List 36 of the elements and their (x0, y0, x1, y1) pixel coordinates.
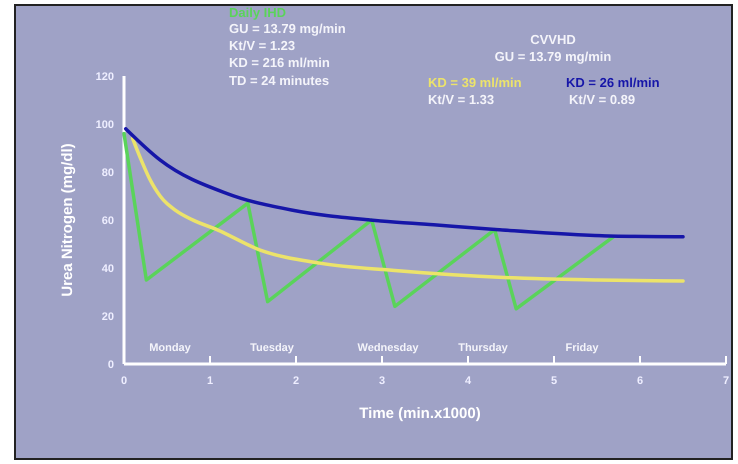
x-tick-label: 7 (722, 375, 730, 387)
line-series (124, 127, 685, 239)
x-tick-label: 5 (550, 375, 558, 387)
text: KD = 39 ml/min (428, 75, 522, 90)
y-tick-label: 0 (108, 358, 114, 371)
text: Daily IHD (229, 5, 286, 20)
text: GU = 13.79 mg/min (494, 49, 612, 64)
x-tick-label: 0 (120, 375, 128, 387)
x-axis-title: Time (min.x1000) (359, 405, 481, 422)
x-tick-label: 2 (292, 375, 300, 387)
y-tick-label: 20 (102, 310, 114, 323)
annotation: Tuesday (250, 342, 295, 354)
y-axis-title: Urea Nitrogen (mg/dl) (59, 143, 76, 297)
text: KD = 26 ml/min (566, 75, 660, 90)
text: GU = 13.79 mg/min (229, 21, 346, 36)
y-tick-label: 60 (102, 214, 114, 227)
annotation: Kt/V = 0.89 (569, 92, 636, 107)
annotation: TD = 24 minutes (229, 73, 330, 88)
y-tick-label: 100 (96, 118, 114, 131)
x-tick-label: 4 (464, 375, 472, 387)
y-tick-label: 120 (96, 70, 114, 83)
y-tick-label: 40 (102, 262, 114, 275)
annotation: Friday (565, 342, 600, 354)
annotation: Wednesday (358, 342, 420, 354)
text: CVVHD (530, 32, 576, 47)
x-tick-label: 6 (636, 375, 644, 387)
annotation: Monday (149, 342, 192, 354)
line-series (130, 136, 685, 283)
x-tick-label: 3 (378, 375, 386, 387)
y-tick-label: 80 (102, 166, 114, 179)
text: KD = 216 ml/min (229, 55, 330, 70)
x-tick-label: 1 (206, 375, 214, 387)
text: Kt/V = 1.23 (229, 38, 296, 53)
annotation: Thursday (458, 342, 509, 354)
line-series (122, 132, 616, 311)
annotation: Kt/V = 1.33 (428, 92, 494, 107)
